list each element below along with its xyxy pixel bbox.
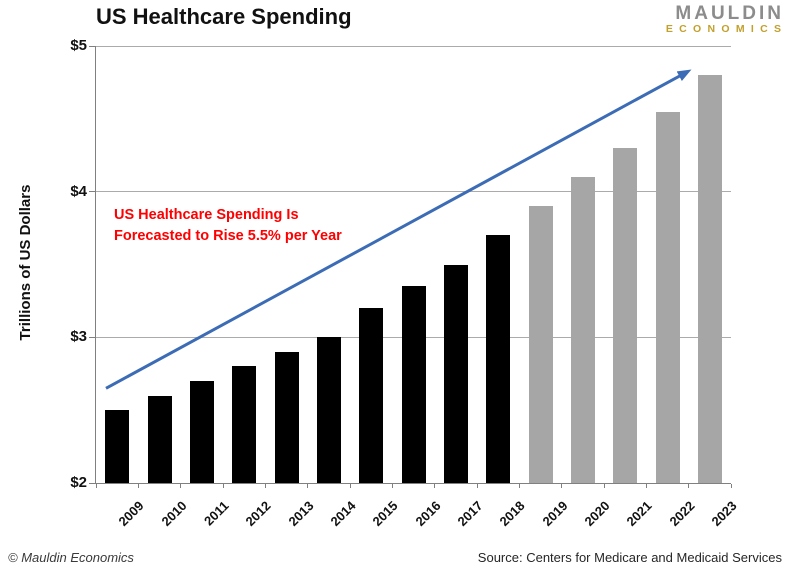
x-tick bbox=[434, 484, 436, 488]
plot-area: US Healthcare Spending Is Forecasted to … bbox=[70, 37, 739, 529]
trend-arrow bbox=[105, 69, 692, 390]
x-tick-label-2022: 2022 bbox=[666, 498, 698, 530]
x-tick bbox=[391, 484, 393, 488]
bar-2013 bbox=[274, 351, 299, 483]
y-tick-$4 bbox=[89, 191, 96, 193]
x-tick bbox=[307, 484, 309, 488]
gridline-$5 bbox=[96, 45, 731, 47]
bar-2015 bbox=[359, 308, 384, 483]
bar-2019 bbox=[528, 206, 553, 483]
x-tick-label-2017: 2017 bbox=[454, 498, 486, 530]
forecast-annotation: US Healthcare Spending Is Forecasted to … bbox=[114, 205, 342, 247]
x-tick-label-2021: 2021 bbox=[623, 498, 655, 530]
bar-2021 bbox=[613, 147, 638, 483]
bar-2012 bbox=[232, 366, 257, 483]
x-tick bbox=[518, 484, 520, 488]
y-tick-label-$3: $3 bbox=[70, 328, 87, 346]
x-tick bbox=[476, 484, 478, 488]
gridline-$4 bbox=[96, 191, 731, 193]
x-tick-label-2019: 2019 bbox=[539, 498, 571, 530]
x-tick-label-2023: 2023 bbox=[708, 498, 740, 530]
x-tick-label-2010: 2010 bbox=[158, 498, 190, 530]
bar-2014 bbox=[316, 337, 341, 483]
x-tick bbox=[180, 484, 182, 488]
copyright-text: © Mauldin Economics bbox=[8, 550, 134, 565]
x-tick bbox=[561, 484, 563, 488]
y-axis-title: Trillions of US Dollars bbox=[17, 184, 34, 341]
x-tick-label-2016: 2016 bbox=[412, 498, 444, 530]
bar-2022 bbox=[655, 111, 680, 483]
bar-2023 bbox=[697, 75, 722, 483]
x-tick bbox=[730, 484, 732, 488]
x-tick bbox=[688, 484, 690, 488]
y-tick-label-$4: $4 bbox=[70, 182, 87, 200]
y-tick-label-$2: $2 bbox=[70, 474, 87, 491]
bar-2016 bbox=[401, 286, 426, 483]
mauldin-economics-logo: MAULDIN ECONOMICS bbox=[666, 4, 781, 35]
source-text: Source: Centers for Medicare and Medicai… bbox=[477, 550, 782, 565]
y-tick-$2 bbox=[89, 482, 96, 484]
x-tick-label-2018: 2018 bbox=[496, 498, 528, 530]
bar-2017 bbox=[443, 264, 468, 483]
logo-economics-text: ECONOMICS bbox=[665, 22, 788, 35]
chart-title: US Healthcare Spending bbox=[96, 4, 352, 29]
x-tick bbox=[222, 484, 224, 488]
forecast-annotation-line-1: US Healthcare Spending Is bbox=[114, 207, 299, 223]
x-tick-label-2015: 2015 bbox=[369, 498, 401, 530]
x-tick bbox=[137, 484, 139, 488]
bar-2018 bbox=[486, 235, 511, 483]
x-tick-label-2014: 2014 bbox=[327, 498, 359, 530]
x-tick-label-2011: 2011 bbox=[200, 498, 232, 529]
x-tick bbox=[603, 484, 605, 488]
x-tick bbox=[264, 484, 266, 488]
y-tick-label-$5: $5 bbox=[70, 37, 87, 54]
bar-2010 bbox=[147, 395, 172, 483]
x-tick bbox=[95, 484, 97, 488]
bar-2020 bbox=[570, 177, 595, 483]
y-tick-$5 bbox=[89, 45, 96, 47]
bar-2011 bbox=[189, 381, 214, 483]
x-tick-label-2013: 2013 bbox=[285, 498, 317, 530]
y-tick-$3 bbox=[89, 336, 96, 338]
logo-mauldin-text: MAULDIN bbox=[675, 3, 784, 24]
x-tick bbox=[349, 484, 351, 488]
bar-2009 bbox=[105, 410, 130, 483]
forecast-annotation-line-2: Forecasted to Rise 5.5% per Year bbox=[114, 228, 342, 244]
x-tick-label-2020: 2020 bbox=[581, 498, 613, 530]
x-tick-label-2012: 2012 bbox=[242, 498, 274, 530]
x-tick-label-2009: 2009 bbox=[115, 498, 147, 530]
x-tick bbox=[645, 484, 647, 488]
